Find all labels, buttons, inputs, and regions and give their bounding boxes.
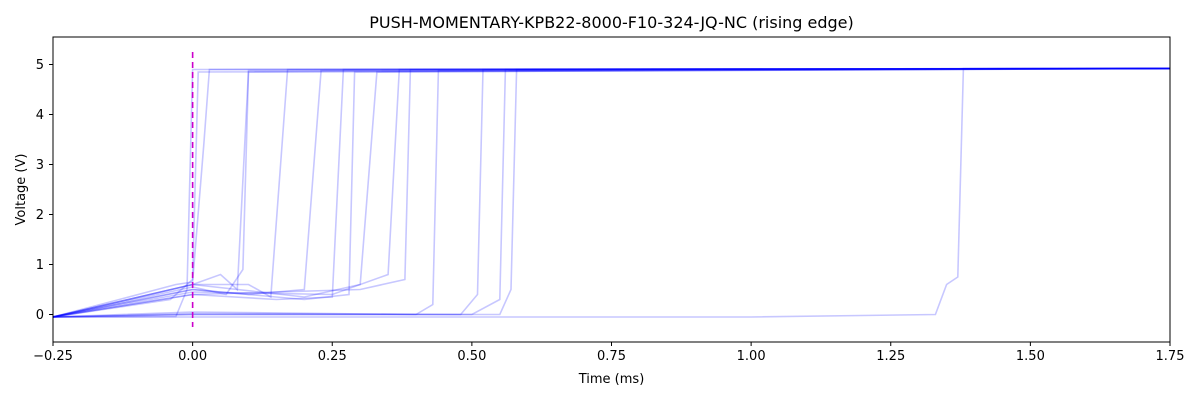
trace-line-16 bbox=[53, 67, 1170, 318]
chart-title: PUSH-MOMENTARY-KPB22-8000-F10-324-JQ-NC … bbox=[369, 13, 854, 32]
x-tick-label: 1.75 bbox=[1156, 349, 1185, 364]
y-axis-label: Voltage (V) bbox=[14, 154, 29, 226]
x-tick-label: 1.00 bbox=[737, 349, 766, 364]
trace-line-13 bbox=[53, 67, 1170, 318]
trace-line-3 bbox=[53, 67, 1170, 318]
x-tick-label: 1.25 bbox=[876, 349, 905, 364]
trace-line-14 bbox=[53, 67, 1170, 318]
x-tick-label: −0.25 bbox=[33, 349, 73, 364]
trace-line-1 bbox=[53, 67, 1170, 318]
trace-line-12 bbox=[53, 67, 1170, 318]
x-axis-label: Time (ms) bbox=[578, 372, 645, 387]
trace-line-6 bbox=[53, 67, 1170, 318]
trace-layer bbox=[53, 67, 1170, 318]
trace-line-17 bbox=[53, 67, 1170, 318]
y-axis: 0 1 2 3 4 5 bbox=[36, 58, 53, 323]
x-tick-label: 0.25 bbox=[318, 349, 347, 364]
trace-line-5 bbox=[53, 67, 1170, 318]
trace-line-9 bbox=[53, 67, 1170, 318]
trace-line-8 bbox=[53, 67, 1170, 318]
y-tick-label: 4 bbox=[36, 108, 44, 123]
x-tick-label: 0.50 bbox=[457, 349, 486, 364]
y-tick-label: 3 bbox=[36, 158, 44, 173]
trace-line-11 bbox=[53, 67, 1170, 318]
y-tick-label: 1 bbox=[36, 258, 44, 273]
y-tick-label: 0 bbox=[36, 308, 44, 323]
trace-line-4 bbox=[53, 67, 1170, 318]
x-tick-label: 0.00 bbox=[178, 349, 207, 364]
y-tick-label: 2 bbox=[36, 208, 44, 223]
trace-line-2 bbox=[53, 67, 1170, 318]
trace-line-7 bbox=[53, 67, 1170, 318]
trace-line-10 bbox=[53, 67, 1170, 318]
x-tick-label: 0.75 bbox=[597, 349, 626, 364]
trace-line-15 bbox=[53, 67, 1170, 318]
x-tick-label: 1.50 bbox=[1016, 349, 1045, 364]
y-tick-label: 5 bbox=[36, 58, 44, 73]
x-axis: −0.25 0.00 0.25 0.50 0.75 1.00 1.25 1.50 1.75 bbox=[33, 342, 1184, 364]
